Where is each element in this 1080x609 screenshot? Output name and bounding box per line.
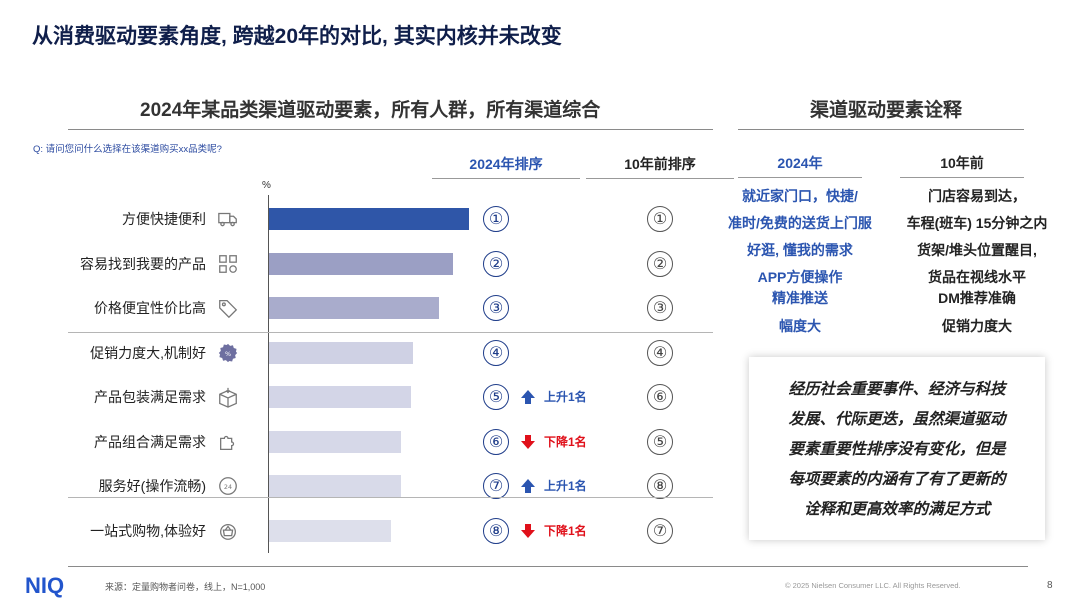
rank-10yr: ⑧ (647, 473, 673, 499)
row-label: 一站式购物,体验好 (90, 523, 206, 539)
chart-bar (269, 386, 411, 408)
chart-axis (268, 195, 269, 553)
callout-box: 经历社会重要事件、经济与科技 发展、代际更迭，虽然渠道驱动 要素重要性排序没有变化，… (749, 357, 1045, 540)
row-label: 方便快捷便利 (122, 211, 206, 227)
explain-2024-line: 精准推送 (772, 290, 828, 306)
col-2024-rank: 2024年排序 (469, 156, 543, 172)
rank-up-indicator: 上升1名 (520, 477, 587, 494)
price-tag-icon (217, 297, 239, 319)
rank-down-indicator: 下降1名 (520, 522, 587, 539)
explain-10yr-line: 货架/堆头位置醒目, (917, 242, 1037, 258)
chart-bar (269, 342, 413, 364)
explain-2024-line: 就近家门口，快捷/ (742, 188, 858, 204)
rank-2024: ⑧ (483, 518, 509, 544)
row-label: 容易找到我要的产品 (80, 256, 206, 272)
group-separator-1 (68, 332, 713, 333)
explain-10yr-line: 货品在视线水平 (928, 269, 1026, 285)
row-label: 产品组合满足需求 (94, 434, 206, 450)
rank-2024: ① (483, 206, 509, 232)
arrow-down-icon (521, 523, 535, 538)
explain-10yr-line: DM推荐准确 (938, 290, 1016, 306)
survey-question: Q: 请问您问什么选择在该渠道购买xx品类呢? (33, 144, 222, 155)
page-title: 从消费驱动要素角度, 跨越20年的对比, 其实内核并未改变 (32, 25, 562, 48)
rank-10yr: ③ (647, 295, 673, 321)
rank-2024: ⑥ (483, 429, 509, 455)
right-title-rule (738, 129, 1024, 130)
rank-2024: ④ (483, 340, 509, 366)
group-separator-2 (68, 497, 713, 498)
callout-line: 发展、代际更迭，虽然渠道驱动 (788, 411, 1006, 428)
explain-2024-line: APP方便操作 (757, 269, 843, 285)
percent-symbol: % (262, 180, 271, 191)
explain-2024-line: 准时/免费的送货上门服 (728, 215, 872, 231)
col-10yr-rank-rule (586, 178, 734, 179)
chart-bar (269, 253, 453, 275)
discount-badge-icon: % (217, 342, 239, 364)
copyright: © 2025 Nielsen Consumer LLC. All Rights … (785, 581, 961, 590)
rank-up-indicator: 上升1名 (520, 388, 587, 405)
callout-line: 诠释和更高效率的满足方式 (803, 501, 990, 518)
service-24h-icon: 24 (217, 475, 239, 497)
chart-bar (269, 475, 401, 497)
col-2024: 2024年 (777, 155, 823, 171)
right-section-title: 渠道驱动要素诠释 (810, 100, 963, 121)
rank-2024: ③ (483, 295, 509, 321)
source-note: 来源：定量购物者问卷，线上，N=1,000 (105, 582, 266, 592)
rank-10yr: ④ (647, 340, 673, 366)
rank-10yr: ① (647, 206, 673, 232)
rank-change-text: 下降1名 (544, 524, 587, 538)
col-10yr-rule (900, 177, 1024, 178)
rank-10yr: ② (647, 251, 673, 277)
svg-text:%: % (225, 350, 231, 358)
callout-line: 每项要素的内涵有了有了更新的 (788, 471, 1006, 488)
rank-2024: ⑤ (483, 384, 509, 410)
col-2024-rule (738, 177, 862, 178)
rank-down-indicator: 下降1名 (520, 433, 587, 450)
rank-10yr: ⑤ (647, 429, 673, 455)
rank-10yr: ⑦ (647, 518, 673, 544)
footer-rule (68, 566, 1028, 567)
callout-line: 经历社会重要事件、经济与科技 (788, 381, 1006, 398)
explain-10yr-line: 车程(班车) 15分钟之内 (906, 215, 1048, 231)
explain-2024-line: 幅度大 (779, 318, 821, 334)
rank-change-text: 上升1名 (544, 390, 587, 404)
chart-bar (269, 431, 401, 453)
puzzle-icon (217, 431, 239, 453)
grid-apps-icon (217, 253, 239, 275)
shopping-bag-icon (217, 520, 239, 542)
explain-10yr-line: 门店容易到达， (928, 188, 1026, 204)
arrow-up-icon (521, 478, 535, 493)
callout-text: 经历社会重要事件、经济与科技 发展、代际更迭，虽然渠道驱动 要素重要性排序没有变化，… (759, 375, 1035, 525)
col-10yr: 10年前 (940, 155, 984, 171)
rank-2024: ⑦ (483, 473, 509, 499)
explain-2024-line: 好逛, 懂我的需求 (747, 242, 853, 258)
delivery-truck-icon (217, 208, 239, 230)
col-2024-rank-rule (432, 178, 580, 179)
niq-logo: NIQ (25, 573, 65, 598)
chart-bar (269, 520, 391, 542)
explain-10yr-line: 促销力度大 (942, 318, 1012, 334)
rank-2024: ② (483, 251, 509, 277)
package-box-icon (217, 386, 239, 408)
rank-change-text: 下降1名 (544, 435, 587, 449)
row-label: 产品包装满足需求 (94, 389, 206, 405)
page-number: 8 (1047, 580, 1053, 591)
svg-text:24: 24 (224, 483, 232, 491)
rank-change-text: 上升1名 (544, 479, 587, 493)
row-label: 价格便宜性价比高 (94, 300, 206, 316)
chart-bar (269, 297, 439, 319)
left-title-rule (68, 129, 713, 130)
row-label: 服务好(操作流畅) (98, 478, 206, 494)
arrow-down-icon (521, 434, 535, 449)
rank-10yr: ⑥ (647, 384, 673, 410)
col-10yr-rank: 10年前排序 (624, 156, 696, 172)
row-label: 促销力度大,机制好 (90, 345, 206, 361)
callout-line: 要素重要性排序没有变化，但是 (788, 441, 1006, 458)
chart-bar (269, 208, 469, 230)
arrow-up-icon (521, 389, 535, 404)
left-section-title: 2024年某品类渠道驱动要素，所有人群，所有渠道综合 (140, 100, 601, 121)
